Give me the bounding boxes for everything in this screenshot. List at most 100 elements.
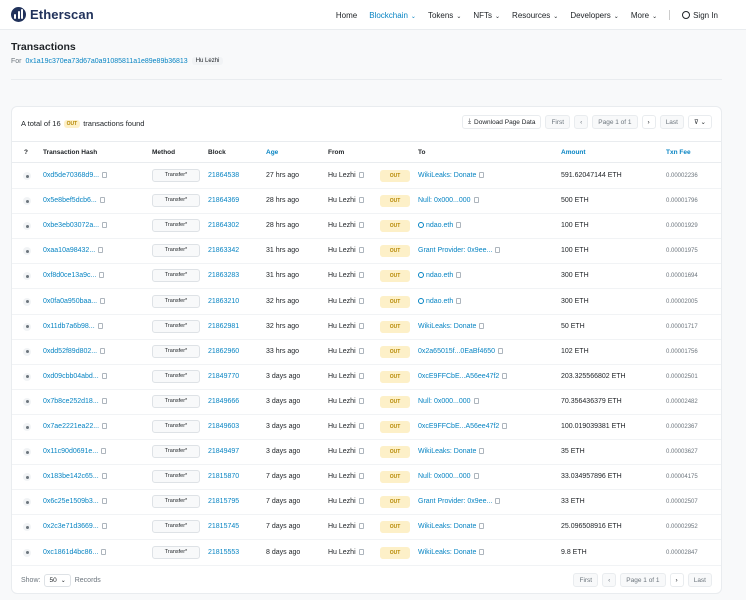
txn-hash-link[interactable]: 0xf8d0ce13a9c... xyxy=(43,272,97,280)
txn-hash-link[interactable]: 0x7ae2221ea22... xyxy=(43,423,100,430)
to-address-link[interactable]: WikiLeaks: Donate xyxy=(418,448,477,456)
block-link[interactable]: 21815553 xyxy=(208,548,240,556)
copy-icon[interactable] xyxy=(473,397,479,404)
block-link[interactable]: 21849497 xyxy=(208,448,240,456)
block-link[interactable]: 21864538 xyxy=(208,172,240,179)
eye-icon[interactable] xyxy=(23,272,31,281)
eye-icon[interactable] xyxy=(23,247,31,256)
txn-hash-link[interactable]: 0x0fa0a950baa... xyxy=(43,297,98,305)
copy-icon[interactable] xyxy=(358,297,364,304)
from-address[interactable]: Hu Lezhi xyxy=(328,523,356,531)
eye-icon[interactable] xyxy=(23,222,31,231)
copy-icon[interactable] xyxy=(358,172,364,178)
copy-icon[interactable] xyxy=(358,423,364,429)
pager-last-button[interactable]: Last xyxy=(659,115,684,129)
to-address-link[interactable]: WikiLeaks: Donate xyxy=(418,548,477,556)
eye-icon[interactable] xyxy=(23,197,31,206)
copy-icon[interactable] xyxy=(358,247,364,254)
col-amount[interactable]: Amount xyxy=(561,149,586,156)
eye-icon[interactable] xyxy=(23,397,31,406)
eye-icon[interactable] xyxy=(23,473,31,482)
col-fee[interactable]: Txn Fee xyxy=(666,149,691,156)
from-address[interactable]: Hu Lezhi xyxy=(328,498,356,506)
filter-icon[interactable]: ⊽ ⌄ xyxy=(687,115,712,129)
block-link[interactable]: 21862981 xyxy=(208,322,240,330)
to-address-link[interactable]: Null: 0x000...000 xyxy=(418,397,471,405)
copy-icon[interactable] xyxy=(97,322,103,329)
copy-icon[interactable] xyxy=(479,548,485,555)
copy-icon[interactable] xyxy=(498,347,504,354)
eye-icon[interactable] xyxy=(23,322,31,331)
nav-nfts[interactable]: NFTs ⌄ xyxy=(473,10,501,20)
txn-hash-link[interactable]: 0xdd52f89d802... xyxy=(43,347,98,355)
copy-icon[interactable] xyxy=(495,498,501,505)
copy-icon[interactable] xyxy=(100,297,106,304)
copy-icon[interactable] xyxy=(358,473,364,480)
col-method[interactable]: Method xyxy=(152,149,176,156)
pager-prev-button[interactable]: ‹ xyxy=(574,115,589,129)
from-address[interactable]: Hu Lezhi xyxy=(328,297,356,305)
block-link[interactable]: 21862960 xyxy=(208,347,240,355)
to-address-link[interactable]: Null: 0x000...000 xyxy=(418,197,471,205)
block-link[interactable]: 21849666 xyxy=(208,397,240,405)
to-address-link[interactable]: Null: 0x000...000 xyxy=(418,473,471,481)
copy-icon[interactable] xyxy=(101,498,107,505)
from-address[interactable]: Hu Lezhi xyxy=(328,322,356,330)
page-size-select[interactable]: 50 ⌄ xyxy=(44,574,71,587)
sign-in-link[interactable]: Sign In xyxy=(682,10,718,20)
copy-icon[interactable] xyxy=(358,448,364,455)
from-address[interactable]: Hu Lezhi xyxy=(328,397,356,405)
copy-icon[interactable] xyxy=(101,473,107,480)
copy-icon[interactable] xyxy=(479,448,485,455)
txn-hash-link[interactable]: 0x183be142c65... xyxy=(43,473,99,481)
copy-icon[interactable] xyxy=(101,448,107,455)
block-link[interactable]: 21863283 xyxy=(208,272,240,280)
info-icon[interactable]: ? xyxy=(24,149,28,156)
copy-icon[interactable] xyxy=(100,347,106,354)
block-link[interactable]: 21815795 xyxy=(208,498,240,506)
copy-icon[interactable] xyxy=(479,322,485,329)
eye-icon[interactable] xyxy=(23,548,31,557)
from-address[interactable]: Hu Lezhi xyxy=(328,197,356,205)
nav-blockchain[interactable]: Blockchain ⌄ xyxy=(369,10,416,20)
copy-icon[interactable] xyxy=(479,523,485,530)
copy-icon[interactable] xyxy=(479,172,485,178)
eye-icon[interactable] xyxy=(23,448,31,457)
copy-icon[interactable] xyxy=(456,222,462,229)
pager-prev-button[interactable]: ‹ xyxy=(602,573,617,587)
from-address[interactable]: Hu Lezhi xyxy=(328,372,356,380)
from-address[interactable]: Hu Lezhi xyxy=(328,423,356,430)
from-address[interactable]: Hu Lezhi xyxy=(328,473,356,481)
block-link[interactable]: 21849603 xyxy=(208,423,240,430)
to-address-link[interactable]: WikiLeaks: Donate xyxy=(418,523,477,531)
to-address-link[interactable]: WikiLeaks: Donate xyxy=(418,322,477,330)
copy-icon[interactable] xyxy=(101,523,107,530)
copy-icon[interactable] xyxy=(98,247,104,254)
txn-hash-link[interactable]: 0x7b8ce252d18... xyxy=(43,397,99,405)
pager-first-button[interactable]: First xyxy=(573,573,599,587)
txn-hash-link[interactable]: 0xc1861d4bc86... xyxy=(43,548,99,556)
copy-icon[interactable] xyxy=(102,222,108,229)
to-address-link[interactable]: ndao.eth xyxy=(426,222,454,230)
block-link[interactable]: 21815745 xyxy=(208,523,240,531)
copy-icon[interactable] xyxy=(99,272,105,279)
txn-hash-link[interactable]: 0xd09cbb04abd... xyxy=(43,372,99,380)
eye-icon[interactable] xyxy=(23,347,31,356)
copy-icon[interactable] xyxy=(99,197,105,204)
from-address[interactable]: Hu Lezhi xyxy=(328,448,356,456)
from-address[interactable]: Hu Lezhi xyxy=(328,172,356,179)
copy-icon[interactable] xyxy=(502,372,508,379)
to-address-link[interactable]: WikiLeaks: Donate xyxy=(418,172,477,179)
to-address-link[interactable]: Grant Provider: 0x9ee... xyxy=(418,247,493,255)
copy-icon[interactable] xyxy=(456,297,462,304)
block-link[interactable]: 21815870 xyxy=(208,473,240,481)
txn-hash-link[interactable]: 0xbe3eb03072a... xyxy=(43,222,100,230)
from-address[interactable]: Hu Lezhi xyxy=(328,247,356,255)
copy-icon[interactable] xyxy=(101,397,107,404)
from-address[interactable]: Hu Lezhi xyxy=(328,272,356,280)
block-link[interactable]: 21864369 xyxy=(208,197,240,205)
copy-icon[interactable] xyxy=(358,397,364,404)
block-link[interactable]: 21863342 xyxy=(208,247,240,255)
pager-next-button[interactable]: › xyxy=(641,115,656,129)
txn-hash-link[interactable]: 0xaa10a98432... xyxy=(43,247,96,255)
